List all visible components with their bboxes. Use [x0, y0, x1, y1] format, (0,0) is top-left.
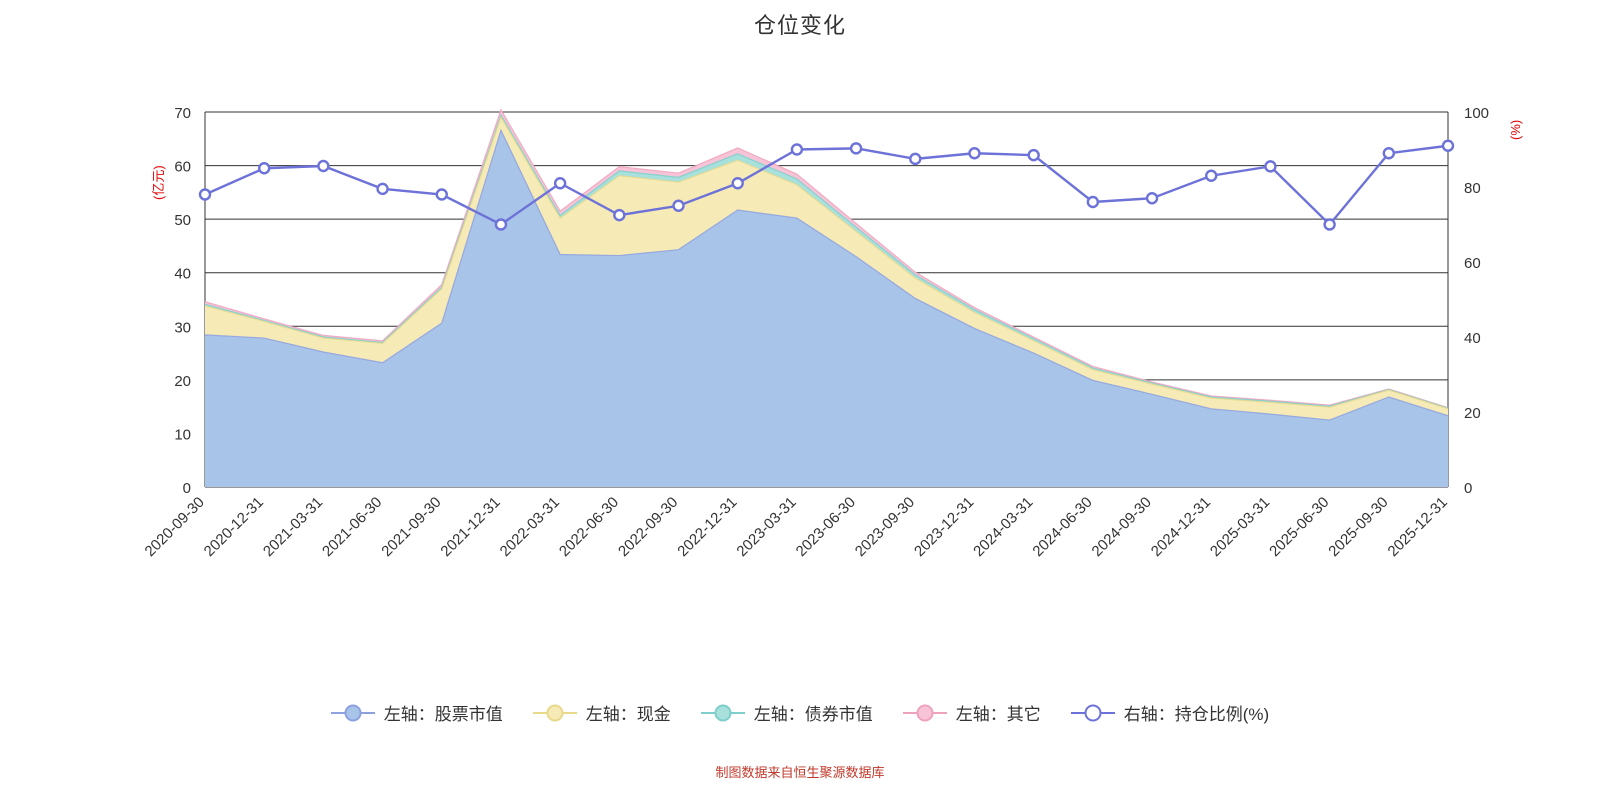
- x-tick-label: 2020-12-31: [201, 494, 267, 560]
- legend-marker-icon: [1084, 704, 1102, 721]
- x-tick-label: 2022-12-31: [674, 494, 740, 560]
- data-point: [968, 147, 981, 160]
- y-tick-label: 50: [174, 212, 191, 229]
- legend-label: 左轴：其它: [955, 705, 1041, 724]
- x-tick-label: 2024-09-30: [1089, 494, 1155, 560]
- data-point: [1027, 148, 1040, 162]
- data-point: [790, 143, 804, 156]
- line-右轴：持仓比例(%): [204, 144, 1449, 227]
- legend-item[interactable]: 左轴：现金: [532, 700, 671, 725]
- x-tick-label: 2021-06-30: [319, 494, 385, 560]
- x-tick-label: 2025-09-30: [1325, 494, 1391, 560]
- data-point: [849, 142, 863, 155]
- y2-tick-label: 100: [1464, 105, 1489, 122]
- x-tick-label: 2023-12-31: [911, 494, 977, 560]
- x-tick-label: 2024-06-30: [1029, 494, 1095, 560]
- data-point: [317, 159, 330, 173]
- area-左轴：现金: [205, 117, 1448, 421]
- data-point: [1323, 218, 1336, 231]
- legend-swatch: [1070, 704, 1115, 721]
- y-tick-label: 30: [174, 319, 191, 336]
- x-tick-label: 2024-03-31: [970, 494, 1036, 560]
- x-tick-label: 2020-09-30: [142, 494, 208, 560]
- legend-item[interactable]: 左轴：其它: [902, 700, 1041, 725]
- area-左轴：股票市值: [205, 130, 1448, 487]
- x-tick-label: 2023-03-31: [733, 494, 799, 560]
- area-outline: [204, 108, 1449, 409]
- data-point: [731, 177, 744, 190]
- data-point: [257, 162, 271, 175]
- y-tick-label: 0: [183, 480, 191, 497]
- y-tick-label: 60: [174, 159, 191, 176]
- x-tick-label: 2023-06-30: [793, 494, 859, 560]
- legend-marker-icon: [714, 704, 732, 721]
- y-tick-label: 40: [174, 266, 191, 283]
- legend-label: 左轴：股票市值: [383, 705, 503, 724]
- area-outline: [204, 115, 1449, 410]
- y-tick-label: 10: [174, 426, 191, 443]
- data-point: [553, 177, 567, 190]
- x-tick-label: 2022-06-30: [556, 494, 622, 560]
- y-tick-label: 20: [174, 373, 191, 390]
- legend-swatch: [902, 704, 947, 721]
- x-tick-label: 2025-03-31: [1207, 494, 1273, 560]
- x-tick-label: 2024-12-31: [1148, 494, 1214, 560]
- legend-marker-icon: [344, 704, 362, 721]
- x-tick-label: 2021-12-31: [438, 494, 504, 560]
- legend-item[interactable]: 右轴：持仓比例(%): [1070, 700, 1270, 725]
- chart-title: 仓位变化: [753, 13, 846, 38]
- legend-label: 左轴：现金: [585, 705, 671, 724]
- data-point: [1382, 147, 1396, 160]
- area-outline: [204, 113, 1449, 409]
- legend-swatch: [532, 704, 577, 721]
- x-tick-label: 2025-12-31: [1385, 494, 1451, 560]
- data-point: [1441, 139, 1455, 152]
- legend-item[interactable]: 左轴：股票市值: [330, 700, 503, 725]
- data-point: [376, 182, 389, 196]
- y2-tick-label: 80: [1464, 180, 1481, 197]
- legend-swatch: [330, 704, 375, 721]
- data-point: [198, 188, 212, 201]
- x-tick-label: 2025-06-30: [1266, 494, 1332, 560]
- data-point: [1205, 169, 1218, 182]
- data-point: [435, 188, 448, 201]
- data-point: [613, 208, 626, 222]
- chart-legend: 左轴：股票市值 左轴：现金 左轴：债券市值 左轴：其它 右轴：持仓比例(%): [0, 700, 1600, 725]
- data-point: [909, 152, 922, 166]
- x-tick-label: 2022-09-30: [615, 494, 681, 560]
- legend-label: 右轴：持仓比例(%): [1123, 705, 1270, 724]
- y2-tick-label: 60: [1464, 255, 1481, 272]
- data-point: [494, 218, 508, 231]
- footer-note: 制图数据来自恒生聚源数据库: [715, 765, 885, 780]
- legend-marker-icon: [916, 704, 934, 721]
- legend-swatch: [700, 704, 745, 721]
- legend-label: 左轴：债券市值: [753, 705, 873, 724]
- area-outline: [204, 128, 1449, 421]
- x-tick-label: 2021-03-31: [260, 494, 326, 560]
- x-tick-label: 2021-09-30: [378, 494, 444, 560]
- y-tick-label: 70: [174, 105, 191, 122]
- data-point: [1145, 192, 1159, 205]
- legend-marker-icon: [546, 704, 564, 721]
- y2-tick-label: 40: [1464, 330, 1481, 347]
- y2-tick-label: 20: [1464, 405, 1481, 422]
- data-point: [1086, 195, 1100, 209]
- x-tick-label: 2023-09-30: [852, 494, 918, 560]
- legend-item[interactable]: 左轴：债券市值: [700, 700, 873, 725]
- data-point: [672, 199, 685, 212]
- x-tick-label: 2022-03-31: [497, 494, 563, 560]
- data-point: [1264, 160, 1277, 173]
- y2-tick-label: 0: [1464, 480, 1472, 497]
